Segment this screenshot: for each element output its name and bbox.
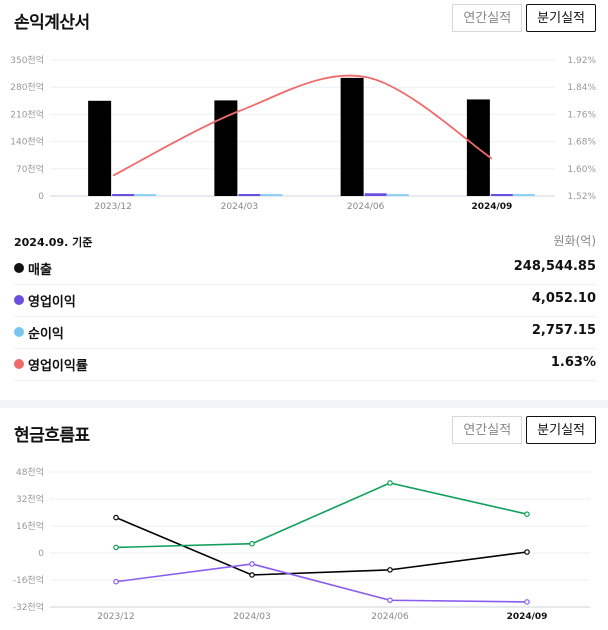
legend-value: 248,544.85 [513, 259, 596, 274]
data-point [387, 597, 393, 604]
data-point [249, 561, 255, 567]
net-income-dot [14, 327, 24, 337]
x-axis-tick: 2024/03 [233, 612, 270, 622]
right-axis-tick: 1.76% [567, 110, 596, 120]
legend-row-operating-margin: 영업이익률 1.63% [14, 348, 596, 381]
data-point [524, 599, 530, 605]
tab-annual[interactable]: 연간실적 [452, 416, 523, 444]
legend-label: 매출 [28, 263, 52, 278]
y-axis-tick: 16천억 [16, 520, 44, 532]
left-axis-tick: 0 [38, 192, 44, 202]
section-divider [0, 400, 608, 408]
data-point [249, 572, 255, 578]
right-axis-tick: 1.92% [567, 56, 596, 66]
data-point [113, 544, 119, 551]
y-axis-tick: 0 [38, 549, 44, 559]
data-point [524, 549, 530, 555]
x-axis-tick: 2023/12 [94, 202, 131, 212]
y-axis-tick: 48천억 [16, 466, 44, 478]
data-point [387, 480, 393, 486]
cash-flow-title: 현금흐름표 [14, 426, 90, 446]
operating-profit-dot [14, 295, 24, 305]
bar-revenue [214, 100, 238, 196]
legend-value: 1.63% [550, 355, 596, 370]
cash-flow-chart: 48천억 32천억 16천억 0 -16천억 -32천억 2023/12 2024/03 202… [13, 466, 590, 622]
bar-revenue [340, 77, 364, 196]
tab-quarterly[interactable]: 분기실적 [526, 4, 596, 32]
bar-operating-profit [238, 194, 261, 196]
x-axis-tick: 2024/06 [371, 612, 409, 622]
x-axis-tick: 2024/06 [347, 202, 385, 212]
right-axis-tick: 1.68% [567, 138, 596, 148]
left-axis-tick: 210천억 [10, 108, 44, 120]
right-axis-tick: 1.84% [567, 83, 596, 93]
legend-row-revenue: 매출 248,544.85 [14, 252, 596, 285]
legend-base-date: 2024.09. 기준 [14, 236, 93, 249]
tab-annual[interactable]: 연간실적 [452, 4, 523, 32]
bar-net-income [386, 194, 409, 196]
legend-row-operating-profit: 영업이익 4,052.10 [14, 284, 596, 317]
bar-operating-profit [112, 194, 135, 196]
right-axis-tick: 1.60% [567, 165, 596, 175]
data-point [524, 511, 530, 517]
revenue-dot [14, 263, 24, 273]
data-point [387, 567, 393, 573]
legend-row-net-income: 순이익 2,757.15 [14, 316, 596, 349]
operating-margin-line [112, 74, 493, 177]
bar-net-income [512, 194, 535, 196]
bar-operating-profit [364, 193, 387, 196]
legend-label: 순이익 [28, 327, 64, 342]
x-axis-tick: 2024/03 [221, 202, 258, 212]
left-axis-tick: 280천억 [10, 81, 44, 93]
x-axis-tick: 2024/09 [471, 202, 512, 212]
data-point [113, 514, 119, 521]
data-point [249, 540, 255, 547]
left-axis-tick: 140천억 [10, 136, 44, 148]
legend-label: 영업이익률 [28, 359, 88, 374]
legend-unit: 원화(억) [553, 234, 596, 248]
income-statement-section: 손익계산서 연간실적 분기실적 0 70천억 140천억 210천억 280천억 350천… [10, 4, 597, 381]
x-axis-tick: 2023/12 [97, 612, 134, 622]
left-axis-tick: 70천억 [16, 163, 44, 175]
income-statement-title: 손익계산서 [14, 13, 90, 33]
tab-quarterly[interactable]: 분기실적 [526, 416, 596, 444]
cash-series-green-line [115, 482, 528, 549]
bar-net-income [134, 194, 157, 196]
bar-operating-profit [490, 194, 513, 196]
income-period-tabs: 연간실적 분기실적 [452, 4, 596, 32]
operating-margin-dot [14, 359, 24, 369]
cash-period-tabs: 연간실적 분기실적 [452, 416, 596, 444]
bar-revenue [88, 100, 112, 196]
x-axis-tick: 2024/09 [507, 612, 548, 622]
data-point [113, 578, 119, 585]
left-axis-tick: 350천억 [10, 54, 44, 66]
cash-flow-section: 현금흐름표 연간실적 분기실적 48천억 32천억 16천억 0 -16천억 -32천억 2… [0, 408, 608, 630]
bar-net-income [260, 194, 283, 196]
income-chart: 0 70천억 140천억 210천억 280천억 350천억 1.52% 1.60% 1.68%… [10, 54, 596, 212]
legend-value: 4,052.10 [531, 291, 596, 306]
right-axis-tick: 1.52% [567, 192, 596, 202]
legend-value: 2,757.15 [531, 323, 596, 338]
y-axis-tick: 32천억 [16, 493, 44, 505]
cash-series-purple-line [115, 563, 528, 603]
legend-label: 영업이익 [28, 295, 76, 310]
y-axis-tick: -16천억 [13, 574, 44, 586]
y-axis-tick: -32천억 [13, 601, 44, 613]
